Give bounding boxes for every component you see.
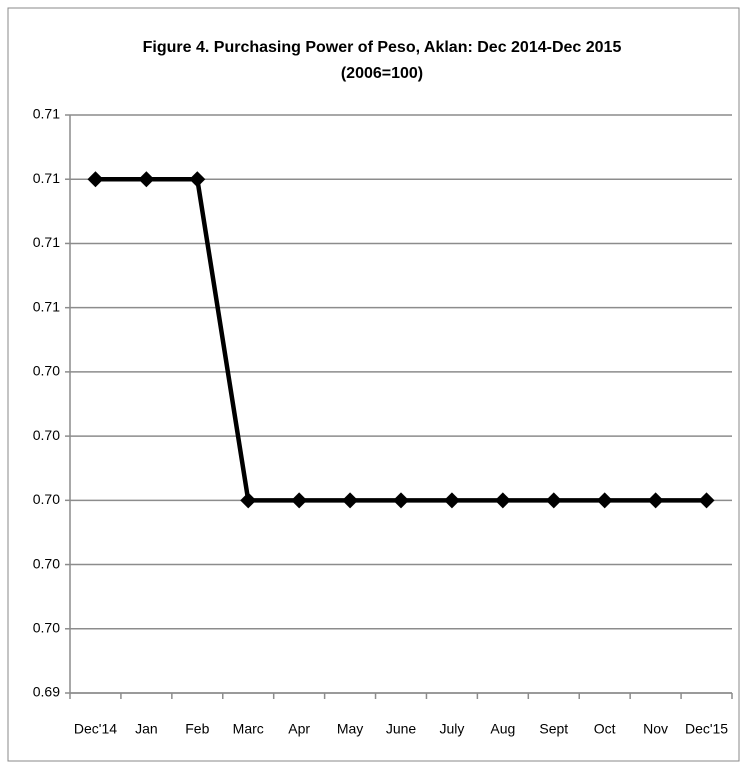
point [647,492,664,509]
point [240,492,257,509]
x-tick-label: Marc [233,721,264,737]
y-tick-label: 0.71 [33,298,60,314]
x-tick-label: June [386,721,417,737]
chart-subtitle: (2006=100) [341,65,423,82]
chart-title: Figure 4. Purchasing Power of Peso, Akla… [143,39,622,56]
x-tick-label: July [439,721,464,737]
x-tick-label: Nov [643,721,668,737]
x-tick-label: Aug [490,721,515,737]
y-tick-label: 0.70 [33,619,60,635]
y-tick-label: 0.71 [33,106,60,122]
x-tick-label: Dec'15 [685,721,728,737]
x-tick-label: Sept [539,721,568,737]
point [545,492,562,509]
y-tick-label: 0.71 [33,170,60,186]
point [189,171,206,188]
x-tick-label: Dec'14 [74,721,117,737]
y-tick-label: 0.70 [33,555,60,571]
y-tick-label: 0.70 [33,491,60,507]
y-tick-label: 0.69 [33,684,60,700]
point [87,171,104,188]
point [291,492,308,509]
x-tick-label: May [337,721,363,737]
x-tick-label: Jan [135,721,158,737]
point [596,492,613,509]
point [393,492,409,509]
x-tick-label: Feb [185,721,209,737]
point [698,492,715,509]
point [443,492,460,509]
y-tick-label: 0.70 [33,363,60,379]
y-tick-label: 0.71 [33,234,60,250]
point [138,171,155,188]
x-tick-label: Oct [594,721,616,737]
y-tick-label: 0.70 [33,427,60,443]
chart-frame [7,7,740,762]
point [494,492,511,509]
point [342,492,359,509]
x-tick-label: Apr [288,721,310,737]
